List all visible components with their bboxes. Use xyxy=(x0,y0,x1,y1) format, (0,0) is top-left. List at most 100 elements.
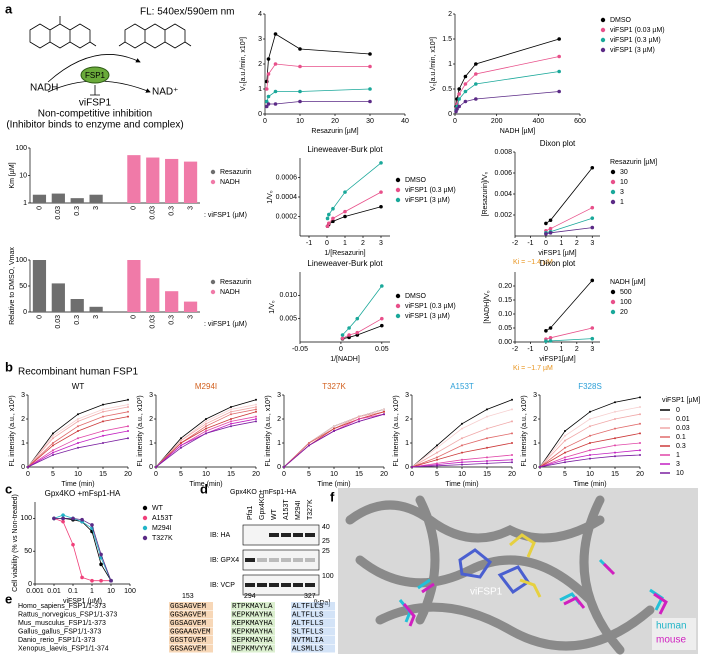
point xyxy=(564,439,566,442)
y-tick-label: 0 xyxy=(448,111,452,118)
legend-swatch xyxy=(610,289,616,295)
band xyxy=(293,533,303,537)
x-tick-label: 0.001 xyxy=(26,588,44,595)
series-line xyxy=(342,318,382,339)
y-tick-label: 3 xyxy=(405,392,409,399)
point xyxy=(461,444,463,447)
point xyxy=(548,326,553,330)
point xyxy=(127,425,129,428)
bar xyxy=(146,157,160,203)
legend-label: 20 xyxy=(620,309,628,316)
point xyxy=(564,434,566,437)
point xyxy=(639,449,641,452)
legend-label: WT xyxy=(152,505,164,512)
x-tick-label: 0 xyxy=(544,346,548,353)
sequence: GGSTGVEM xyxy=(170,637,207,645)
sequence: ALSMLLS xyxy=(292,645,324,653)
sequence: ALTFLLS xyxy=(292,603,324,611)
x-axis-label: Resazurin [µM] xyxy=(311,128,358,135)
y-tick-label: 100 xyxy=(20,515,32,522)
band xyxy=(281,558,291,562)
sequence: ALTFLLS xyxy=(292,620,324,628)
y-tick-label: 4 xyxy=(258,11,262,18)
sequence: GGSAGVEM xyxy=(170,645,207,653)
sequence: KEPKMAYHA xyxy=(232,611,273,619)
enzyme-shape xyxy=(80,66,110,84)
x-tick-label: 2 xyxy=(575,240,579,247)
chart-title: WT xyxy=(72,382,85,391)
legend-label: viFSP1 (0.03 µM) xyxy=(610,27,665,34)
x-tick-label: 0.1 xyxy=(68,588,78,595)
legend-label: Resazurin xyxy=(220,169,252,176)
point xyxy=(52,434,54,437)
point xyxy=(383,413,385,416)
sequence: SLTFLLS xyxy=(292,628,324,636)
x-tick-label: 15 xyxy=(227,471,235,478)
point xyxy=(461,461,463,464)
point xyxy=(614,451,616,454)
series-line xyxy=(545,207,593,232)
species-name: Danio_rerio_FSP1/1-373 xyxy=(18,637,96,644)
x-tick-label: 0.03 xyxy=(150,206,157,220)
x-tick-label: 20 xyxy=(252,471,260,478)
x-tick-label: 3 xyxy=(93,315,100,319)
x-tick-label: 100 xyxy=(124,588,136,595)
x-axis-label: viFSP1 (µM) xyxy=(63,598,102,605)
panel-label: a xyxy=(5,1,13,16)
chart-title: Dixon plot xyxy=(540,139,576,148)
point xyxy=(548,231,553,235)
series-line xyxy=(342,285,383,336)
x-tick-label: 0 xyxy=(36,206,43,210)
series-line xyxy=(27,430,129,468)
band xyxy=(245,558,255,562)
point xyxy=(455,107,459,111)
legend-label: T327K xyxy=(152,535,173,542)
point xyxy=(358,415,360,418)
point xyxy=(548,339,553,343)
point xyxy=(368,64,372,69)
sequence: KEPKMAYHA xyxy=(232,628,273,636)
point xyxy=(461,451,463,454)
legend-swatch xyxy=(610,179,616,185)
legend-swatch xyxy=(610,189,616,195)
point xyxy=(71,516,75,521)
point xyxy=(436,446,438,449)
point xyxy=(308,444,310,447)
y-axis-label: 1/V₀ xyxy=(267,190,274,204)
position-label: 153 xyxy=(182,593,194,600)
x-tick-label: 10 xyxy=(586,471,594,478)
species-name: Rattus_norvegicus_FSP1/1-373 xyxy=(18,611,117,618)
legend-swatch xyxy=(142,505,148,511)
legend-swatch xyxy=(142,515,148,521)
blot-title: Gpx4KO +mFsp1-HA xyxy=(230,489,297,496)
point xyxy=(255,403,257,406)
point xyxy=(590,216,595,220)
point xyxy=(614,427,616,430)
point xyxy=(52,454,54,456)
point xyxy=(564,430,566,432)
y-tick-label: 0 xyxy=(533,464,537,471)
series-line xyxy=(54,518,112,581)
series-line xyxy=(266,33,371,82)
point xyxy=(283,466,285,468)
legend-label: DMSO xyxy=(610,17,632,24)
series-line xyxy=(266,63,370,90)
point xyxy=(590,326,595,330)
legend-label: 0.1 xyxy=(676,434,686,441)
legend-label: human xyxy=(656,621,687,632)
point xyxy=(340,333,345,337)
y-tick-label: 0 xyxy=(405,464,409,471)
band xyxy=(305,583,315,587)
legend-swatch xyxy=(600,17,606,23)
y-tick-label: 0 xyxy=(277,464,281,471)
point xyxy=(380,284,384,288)
point xyxy=(343,209,347,214)
x-axis-label: NADH [µM] xyxy=(500,128,536,135)
y-tick-label: 3 xyxy=(149,392,153,399)
y-tick-label: 100 xyxy=(15,257,27,264)
point xyxy=(544,329,548,333)
point xyxy=(52,442,54,444)
point xyxy=(255,415,257,418)
x-tick-label: 0 xyxy=(538,471,542,478)
seq-bg xyxy=(291,619,335,627)
